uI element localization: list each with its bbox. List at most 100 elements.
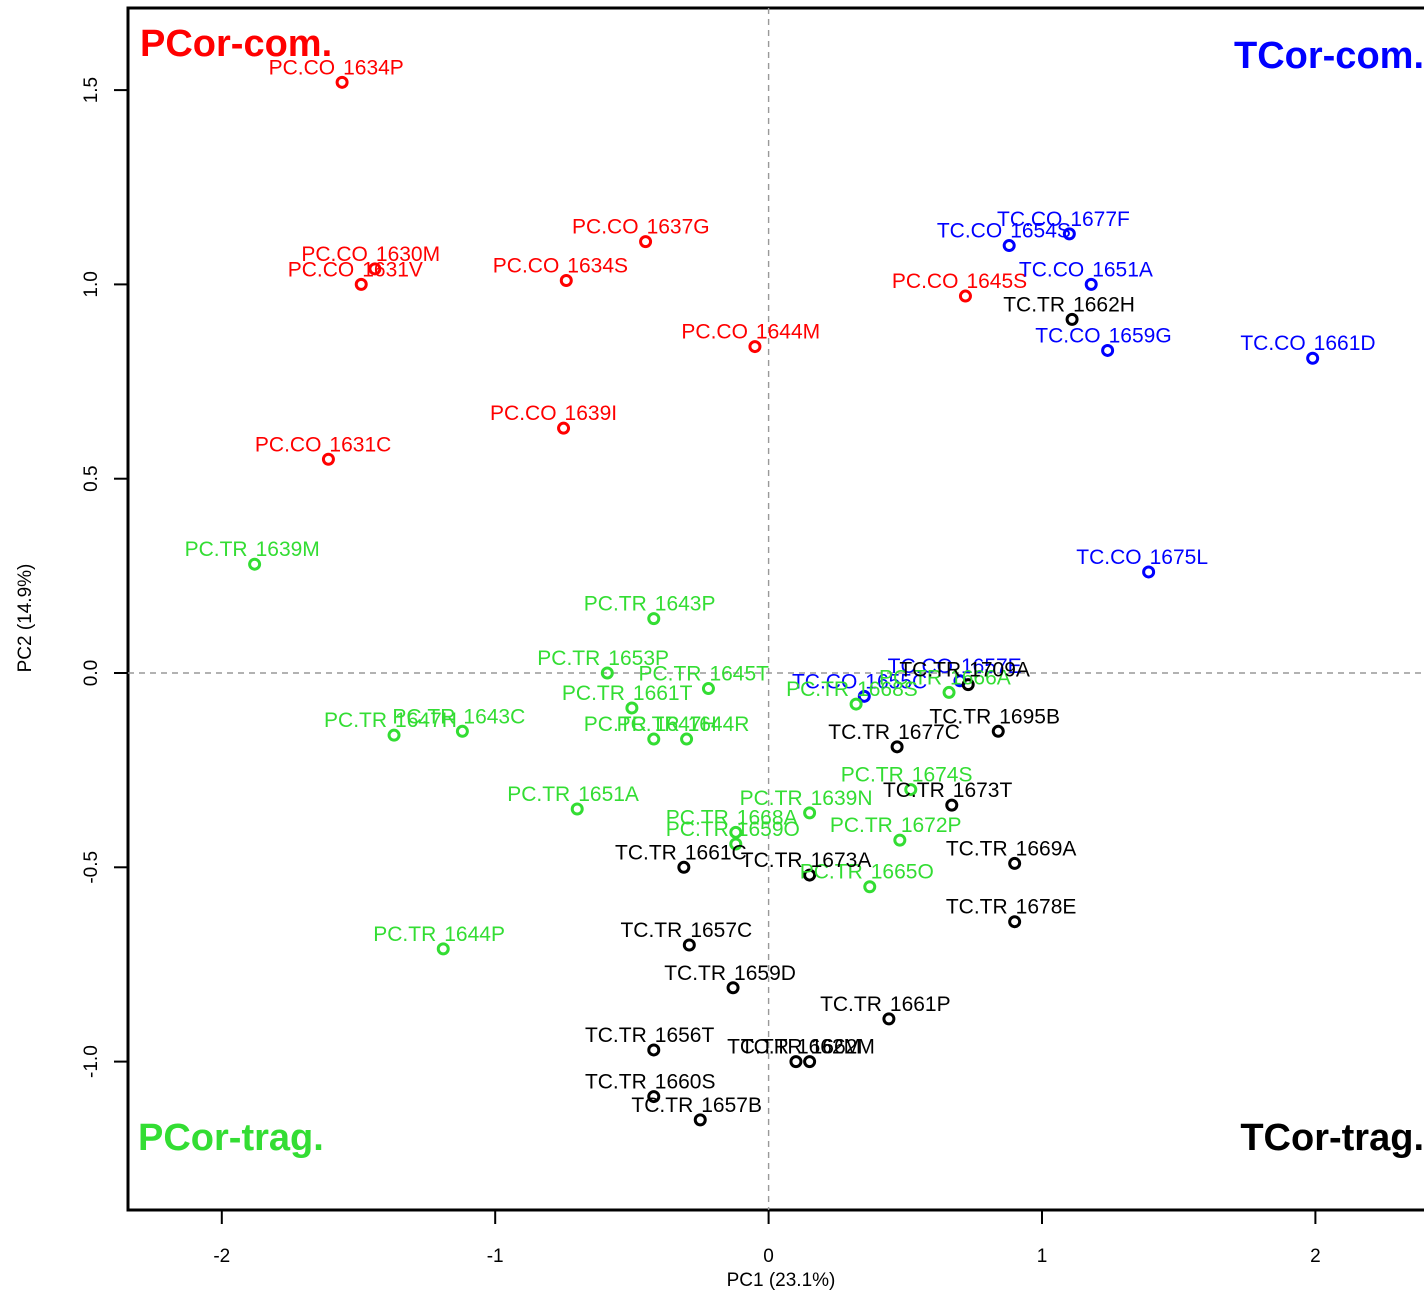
data-point <box>321 452 335 466</box>
data-point <box>248 557 262 571</box>
group-label: PCor-trag. <box>138 1117 324 1159</box>
point-label: PC.TR <box>800 861 863 884</box>
data-point <box>991 724 1005 738</box>
point-label: TC.TR <box>1003 293 1065 316</box>
data-point <box>748 340 762 354</box>
y-tick-label: -0.5 <box>81 851 102 884</box>
point-label: TC.TR <box>828 721 890 744</box>
data-point <box>1084 277 1098 291</box>
point-label: PC.TR <box>617 713 680 736</box>
point-label: TC.TR <box>615 841 677 864</box>
point-label-id: 1660S <box>655 1071 716 1094</box>
point-label: PC.TR <box>584 593 647 616</box>
point-label: TC.TR <box>727 1036 789 1059</box>
point-label: TC.CO <box>792 670 857 693</box>
data-point <box>863 880 877 894</box>
point-label-id: 1661T <box>633 682 693 705</box>
point-label: TC.TR <box>741 849 803 872</box>
y-tick-label: 1.5 <box>81 77 102 103</box>
point-label-id: 1653P <box>608 647 669 670</box>
y-tick-label: 0.0 <box>81 660 102 686</box>
data-point <box>387 728 401 742</box>
point-label: TC.CO <box>1076 546 1141 569</box>
point-label-id: 1672P <box>901 814 962 837</box>
data-point <box>647 732 661 746</box>
point-label: TC.TR <box>946 896 1008 919</box>
data-point <box>436 942 450 956</box>
point-label-id: 1634S <box>567 255 628 278</box>
point-label: TC.TR <box>741 1036 803 1059</box>
point-label-id: 1659O <box>737 818 800 841</box>
point-label: TC.CO <box>937 220 1002 243</box>
point-label: PC.TR <box>638 663 701 686</box>
data-point <box>677 860 691 874</box>
point-label-id: 1647H <box>655 713 717 736</box>
point-label-id: 1666A <box>950 666 1011 689</box>
point-label: TC.TR <box>620 919 682 942</box>
data-point <box>904 783 918 797</box>
point-label: PC.CO <box>288 258 355 281</box>
x-tick-label: -2 <box>213 1246 230 1267</box>
point-label: PC.CO <box>490 402 557 425</box>
point-label: TC.TR <box>820 993 882 1016</box>
point-label: PC.TR <box>584 713 647 736</box>
point-label-id: 1669A <box>1016 837 1077 860</box>
y-tick-label: 1.0 <box>81 271 102 297</box>
point-label: TC.TR <box>946 837 1008 860</box>
point-label: PC.CO <box>572 216 639 239</box>
data-point <box>882 1012 896 1026</box>
point-label: PC.TR <box>879 666 942 689</box>
data-point <box>1101 343 1115 357</box>
data-point <box>368 262 382 276</box>
point-label-id: 1644M <box>756 321 820 344</box>
data-point <box>647 1043 661 1057</box>
point-label-id: 1639M <box>256 538 320 561</box>
point-label-id: 1657C <box>690 919 752 942</box>
y-tick-label: -1.0 <box>81 1045 102 1078</box>
data-point <box>803 868 817 882</box>
point-label-id: 1643C <box>463 705 525 728</box>
point-label-id: 1673T <box>953 779 1013 802</box>
point-label: TC.TR <box>899 659 961 682</box>
group-label: TCor-com. <box>1234 35 1424 77</box>
point-label-id: 1695B <box>999 705 1060 728</box>
x-tick-label: 0 <box>763 1246 774 1267</box>
point-label-id: 1659D <box>734 962 796 985</box>
point-label-id: 1651A <box>578 783 639 806</box>
y-axis: -1.0 -0.5 0.0 0.5 1.0 1.5 <box>81 77 128 1078</box>
data-point <box>726 981 740 995</box>
reference-lines <box>128 8 1424 1210</box>
point-label-id: 1662M <box>797 1036 861 1059</box>
point-label-id: 1637G <box>647 216 710 239</box>
data-point <box>890 740 904 754</box>
data-point <box>701 682 715 696</box>
point-label: PC.CO <box>269 56 336 79</box>
data-point <box>945 798 959 812</box>
point-label-id: 1630M <box>376 243 440 266</box>
group-label: PCor-com. <box>140 23 332 65</box>
y-axis-title: PC2 (14.9%) <box>15 564 36 673</box>
point-label: PC.TR <box>562 682 625 705</box>
group-label: TCor-trag. <box>1240 1117 1424 1159</box>
x-axis: -2 -1 0 1 2 <box>213 1210 1321 1267</box>
data-point <box>1065 312 1079 326</box>
point-label: TC.CO <box>1240 332 1305 355</box>
data-point <box>1306 351 1320 365</box>
point-label-id: 1677F <box>1070 208 1130 231</box>
data-point <box>803 806 817 820</box>
point-label: TC.CO <box>1035 324 1100 347</box>
point-label: PC.TR <box>666 818 729 841</box>
point-label-id: 1668A <box>737 806 798 829</box>
point-label-id: 1644R <box>688 713 750 736</box>
data-point <box>1142 565 1156 579</box>
point-label-id: 1631V <box>362 258 423 281</box>
data-point <box>455 724 469 738</box>
point-label: TC.TR <box>631 1094 693 1117</box>
data-point <box>958 289 972 303</box>
x-axis-title: PC1 (23.1%) <box>727 1270 836 1291</box>
point-label: PC.TR <box>507 783 570 806</box>
group-labels: PCor-com. TCor-com. PCor-trag. TCor-trag. <box>138 23 1424 1159</box>
data-point <box>557 421 571 435</box>
